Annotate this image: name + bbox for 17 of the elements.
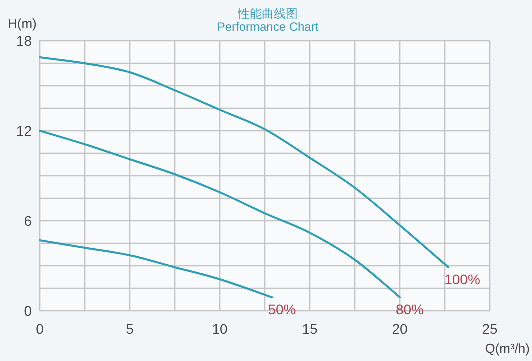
y-axis-title: H(m): [8, 16, 37, 31]
x-tick-label: 0: [36, 321, 44, 337]
x-tick-label: 20: [392, 321, 408, 337]
series-label: 50%: [268, 302, 296, 318]
y-tick-label: 6: [24, 213, 32, 229]
y-tick-label: 12: [16, 123, 32, 139]
y-tick-label: 18: [16, 33, 32, 49]
chart-subtitle: Performance Chart: [217, 20, 320, 34]
x-axis-title: Q(m³/h): [485, 341, 530, 356]
series-label: 80%: [396, 302, 424, 318]
series-label: 100%: [444, 272, 480, 288]
x-tick-label: 15: [302, 321, 318, 337]
x-tick-label: 10: [212, 321, 228, 337]
chart-title: 性能曲线图: [237, 7, 298, 21]
y-tick-label: 0: [24, 303, 32, 319]
x-tick-label: 25: [482, 321, 498, 337]
x-tick-label: 5: [126, 321, 134, 337]
